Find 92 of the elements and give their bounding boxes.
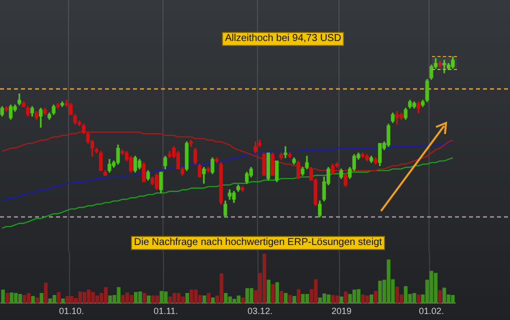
bar <box>296 289 300 304</box>
bar <box>365 295 369 304</box>
bar <box>5 293 10 304</box>
bar <box>284 293 288 304</box>
bar <box>56 292 61 304</box>
bar <box>61 298 65 304</box>
bar <box>116 287 121 304</box>
bar <box>220 273 224 304</box>
bar <box>245 288 250 304</box>
bar <box>430 270 434 304</box>
bar <box>82 292 86 304</box>
bar <box>125 292 130 304</box>
x-tick-label: 01.02. <box>418 306 444 316</box>
bar <box>322 294 326 304</box>
bar <box>48 298 52 304</box>
bar <box>146 295 150 304</box>
bar <box>22 294 26 304</box>
bar <box>326 294 330 304</box>
x-tick-label: 01.11. <box>154 306 178 316</box>
bar <box>190 290 194 304</box>
bar <box>361 294 365 304</box>
bar <box>108 295 112 304</box>
bar <box>280 291 284 304</box>
bar <box>44 282 48 304</box>
bar <box>160 291 164 304</box>
bar <box>275 282 280 304</box>
bar <box>236 295 240 304</box>
bar <box>31 296 35 304</box>
bar <box>134 292 138 304</box>
bar <box>370 294 374 304</box>
bar <box>434 272 438 304</box>
bar <box>314 279 318 304</box>
bar <box>70 296 74 304</box>
bar <box>194 290 198 304</box>
x-tick-label: 03.12. <box>248 306 273 316</box>
bar <box>331 294 335 304</box>
bar <box>40 293 44 304</box>
bar <box>318 297 322 304</box>
bar <box>266 280 270 304</box>
bar <box>185 293 190 304</box>
bar <box>305 294 310 304</box>
bar <box>211 297 215 304</box>
bar <box>52 294 56 304</box>
bar <box>301 294 305 304</box>
bar <box>386 260 390 304</box>
bar <box>138 292 142 304</box>
bar <box>241 297 245 304</box>
bar <box>404 286 408 304</box>
bar <box>340 296 344 304</box>
candlestick <box>284 146 288 158</box>
bar <box>151 295 155 304</box>
bar <box>374 291 378 304</box>
bar <box>130 294 134 304</box>
bar <box>442 288 446 304</box>
bar <box>335 295 340 304</box>
bar <box>65 296 70 304</box>
text: Allzeithoch bei 94,73 USD <box>222 32 344 46</box>
bar <box>181 296 185 304</box>
bar <box>26 293 31 304</box>
bar <box>104 287 108 304</box>
bar <box>155 295 160 304</box>
bar <box>1 290 5 304</box>
bar <box>86 290 91 304</box>
bar <box>416 294 420 304</box>
bar <box>228 296 232 304</box>
bar <box>95 295 100 304</box>
bar <box>352 290 356 304</box>
bar <box>288 294 292 304</box>
bar <box>164 292 168 304</box>
x-tick-label: 01.10. <box>59 306 84 316</box>
bar <box>10 292 14 304</box>
bar <box>35 297 40 304</box>
bar <box>168 296 172 304</box>
bar <box>202 295 206 304</box>
bar <box>206 293 210 304</box>
bar <box>250 288 254 304</box>
bar <box>356 289 360 304</box>
bar <box>78 292 82 304</box>
bar <box>172 293 176 304</box>
bar <box>18 294 22 304</box>
x-tick-label: 2019 <box>331 306 352 316</box>
bar <box>142 293 146 304</box>
bar <box>412 293 416 304</box>
bar <box>121 294 125 304</box>
bar <box>378 280 382 304</box>
bar <box>292 296 296 304</box>
bar <box>438 290 442 304</box>
bar <box>271 284 275 304</box>
bar <box>344 292 348 304</box>
bar <box>224 293 228 304</box>
text: Die Nachfrage nach hochwertigen ERP-Lösungen steigt <box>131 236 385 250</box>
bar <box>91 292 95 304</box>
